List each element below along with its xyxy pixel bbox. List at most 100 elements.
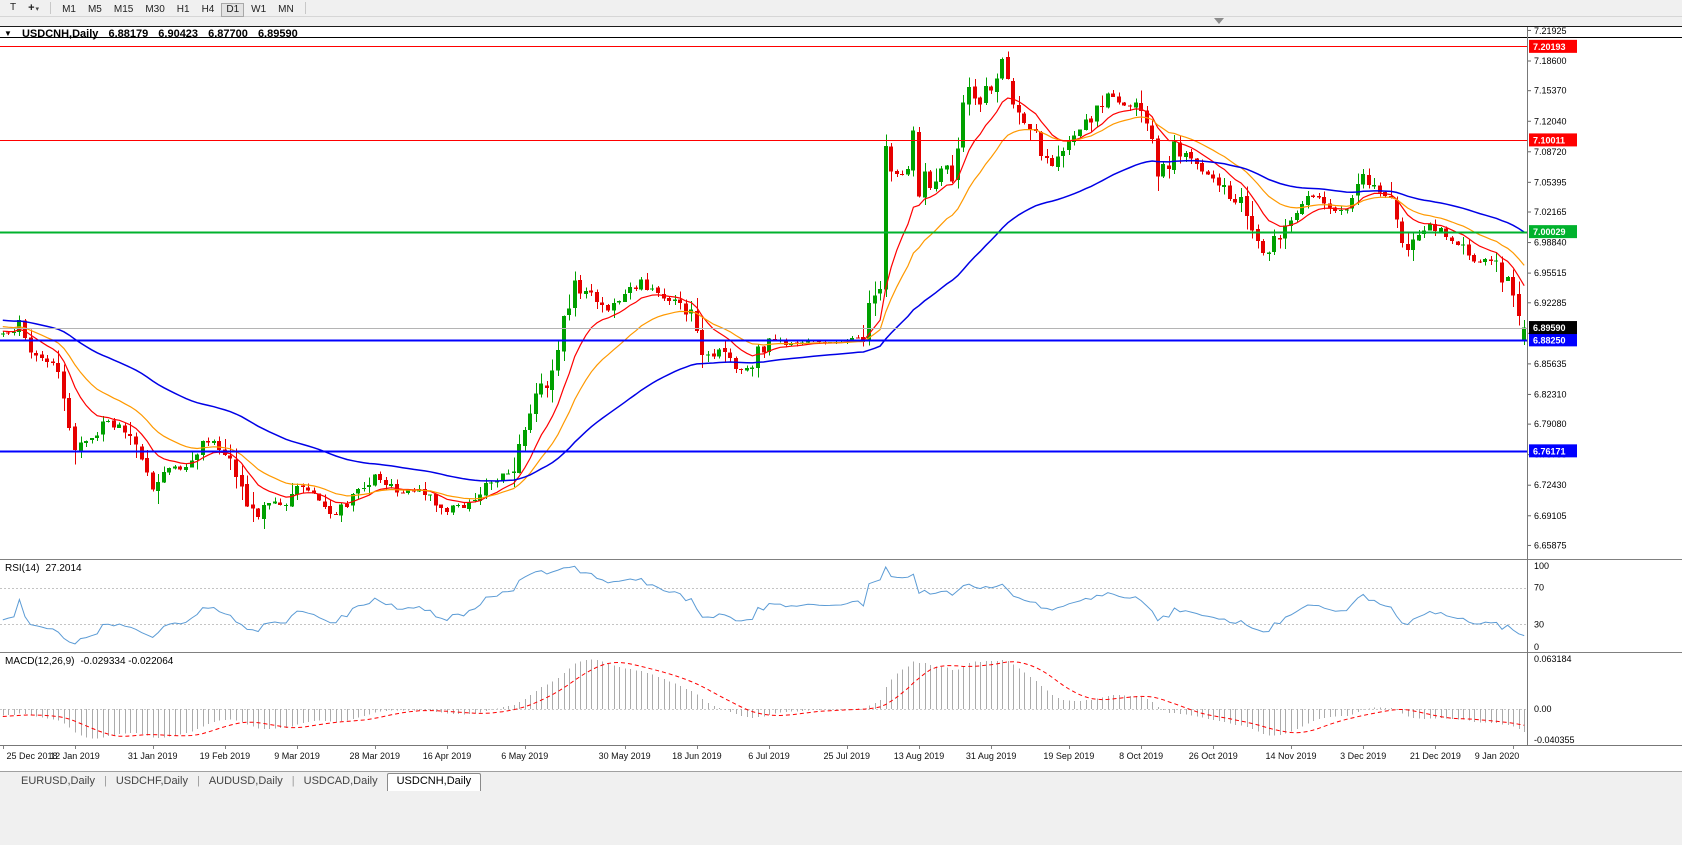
date-tick (1141, 746, 1142, 749)
svg-text:6.89590: 6.89590 (1533, 323, 1566, 333)
svg-text:6.92285: 6.92285 (1534, 298, 1567, 308)
date-tick (847, 746, 848, 749)
svg-text:6.98840: 6.98840 (1534, 238, 1567, 248)
svg-text:70: 70 (1534, 583, 1544, 593)
date-label: 19 Feb 2019 (199, 751, 251, 761)
svg-text:6.76171: 6.76171 (1533, 446, 1566, 456)
chart-tab-USDCAD[interactable]: USDCAD,Daily (303, 775, 378, 787)
svg-text:7.12040: 7.12040 (1534, 116, 1567, 126)
date-tick (625, 746, 626, 749)
chart-tab-bar: EURUSD,Daily | USDCHF,Daily | AUDUSD,Daily | U… (0, 771, 1682, 791)
date-tick (525, 746, 526, 749)
moving-average-line-20[interactable] (2, 116, 1525, 500)
rsi-indicator-label: RSI(14) 27.2014 (5, 563, 82, 574)
crosshair-tool-button[interactable]: +▾ (23, 1, 44, 15)
chart-tab-EURUSD[interactable]: EURUSD,Daily (21, 775, 95, 787)
svg-text:7.02165: 7.02165 (1534, 207, 1567, 217)
svg-text:7.10011: 7.10011 (1533, 135, 1565, 145)
svg-text:0.063184: 0.063184 (1534, 654, 1572, 664)
svg-text:6.85635: 6.85635 (1534, 359, 1567, 369)
svg-text:6.79080: 6.79080 (1534, 419, 1567, 429)
quote-collapse-icon[interactable]: ▼ (4, 29, 12, 38)
chart-tab-AUDUSD[interactable]: AUDUSD,Daily (208, 775, 283, 787)
tab-separator: | (103, 775, 107, 787)
date-tick (991, 746, 992, 749)
date-label: 31 Aug 2019 (965, 751, 1017, 761)
svg-text:7.05395: 7.05395 (1534, 177, 1567, 187)
date-tick (1435, 746, 1436, 749)
tab-separator: | (196, 775, 200, 787)
timeframe-button-H1[interactable]: H1 (172, 3, 195, 17)
date-label: 13 Aug 2019 (893, 751, 945, 761)
date-tick (3, 746, 4, 749)
date-label: 30 May 2019 (598, 751, 651, 761)
moving-average-line-10[interactable] (2, 97, 1525, 505)
svg-text:6.88250: 6.88250 (1533, 335, 1566, 345)
date-tick (1213, 746, 1214, 749)
bottom-filler (0, 790, 1682, 845)
price-badges: 7.20193 7.10011 7.00029 6.88250 6.76171 6.895… (1529, 39, 1577, 458)
timeframe-button-H4[interactable]: H4 (197, 3, 220, 17)
top-toolbar: T +▾ M1 M5 M15 M30 H1 H4 D1 W1 MN (0, 0, 1682, 17)
date-label: 6 May 2019 (501, 751, 549, 761)
svg-text:0.00: 0.00 (1534, 704, 1552, 714)
timeframe-button-M30[interactable]: M30 (140, 3, 169, 17)
svg-text:6.69105: 6.69105 (1534, 511, 1567, 521)
date-tick (1513, 746, 1514, 749)
timeframe-button-D1[interactable]: D1 (221, 3, 245, 17)
chart-tab-USDCHF[interactable]: USDCHF,Daily (115, 775, 188, 787)
date-label: 31 Jan 2019 (127, 751, 178, 761)
macd-axis[interactable]: 0.063184 0.00 -0.040355 (1534, 654, 1575, 745)
svg-text:6.72430: 6.72430 (1534, 480, 1567, 490)
text-tool-button[interactable]: T (5, 1, 21, 15)
timeframe-button-W1[interactable]: W1 (246, 3, 271, 17)
quote-symbol: USDCNH,Daily (21, 28, 99, 40)
chart-shift-marker[interactable] (1214, 18, 1224, 24)
svg-text:6.82310: 6.82310 (1534, 389, 1567, 399)
date-label: 3 Dec 2019 (1340, 751, 1387, 761)
toolbar-separator (50, 2, 52, 14)
chart-tab-USDCNH[interactable]: USDCNH,Daily (386, 773, 482, 791)
macd-signal-line (2, 661, 1525, 737)
svg-text:7.15370: 7.15370 (1534, 86, 1567, 96)
date-tick (375, 746, 376, 749)
date-label: 8 Oct 2019 (1119, 751, 1164, 761)
macd-histogram (3, 659, 1525, 739)
moving-average-line-55[interactable] (2, 159, 1525, 482)
rsi-value: 27.2014 (45, 563, 82, 574)
price-chart-svg[interactable]: 7.21925 7.18600 7.15370 7.12040 7.08720 7.053… (0, 27, 1682, 745)
svg-text:-0.040355: -0.040355 (1534, 735, 1575, 745)
chart-scrollbar[interactable] (0, 17, 1682, 26)
quote-close: 6.89590 (257, 28, 298, 40)
date-tick (1291, 746, 1292, 749)
date-tick (225, 746, 226, 749)
date-tick (1069, 746, 1070, 749)
svg-text:0: 0 (1534, 642, 1539, 652)
timeframe-button-MN[interactable]: MN (273, 3, 299, 17)
svg-text:7.00029: 7.00029 (1533, 227, 1566, 237)
rsi-axis[interactable]: 100 70 30 0 (1534, 561, 1549, 652)
macd-pane (0, 659, 1527, 739)
timeframe-button-M1[interactable]: M1 (57, 3, 81, 17)
rsi-line (2, 565, 1525, 645)
date-axis[interactable]: 25 Dec 2018 12 Jan 2019 31 Jan 2019 19 Feb … (0, 745, 1682, 771)
timeframe-button-M15[interactable]: M15 (109, 3, 138, 17)
svg-text:100: 100 (1534, 561, 1549, 571)
date-label: 9 Jan 2020 (1474, 751, 1520, 761)
chart-window[interactable]: 7.21925 7.18600 7.15370 7.12040 7.08720 7.053… (0, 26, 1682, 745)
timeframe-button-M5[interactable]: M5 (83, 3, 107, 17)
timeframe-button-group: M1 M5 M15 M30 H1 H4 D1 W1 MN (56, 0, 300, 17)
svg-text:6.65875: 6.65875 (1534, 540, 1567, 550)
date-tick (1363, 746, 1364, 749)
chevron-down-icon: ▾ (35, 6, 40, 13)
date-label: 16 Apr 2019 (422, 751, 472, 761)
date-tick (697, 746, 698, 749)
date-label: 9 Mar 2019 (274, 751, 320, 761)
date-label: 26 Oct 2019 (1188, 751, 1238, 761)
svg-text:6.95515: 6.95515 (1534, 268, 1567, 278)
svg-text:30: 30 (1534, 619, 1544, 629)
svg-text:7.20193: 7.20193 (1533, 42, 1566, 52)
macd-name: MACD(12,26,9) (5, 656, 75, 667)
macd-value: -0.029334 -0.022064 (80, 656, 174, 667)
date-label: 19 Sep 2019 (1043, 751, 1095, 761)
